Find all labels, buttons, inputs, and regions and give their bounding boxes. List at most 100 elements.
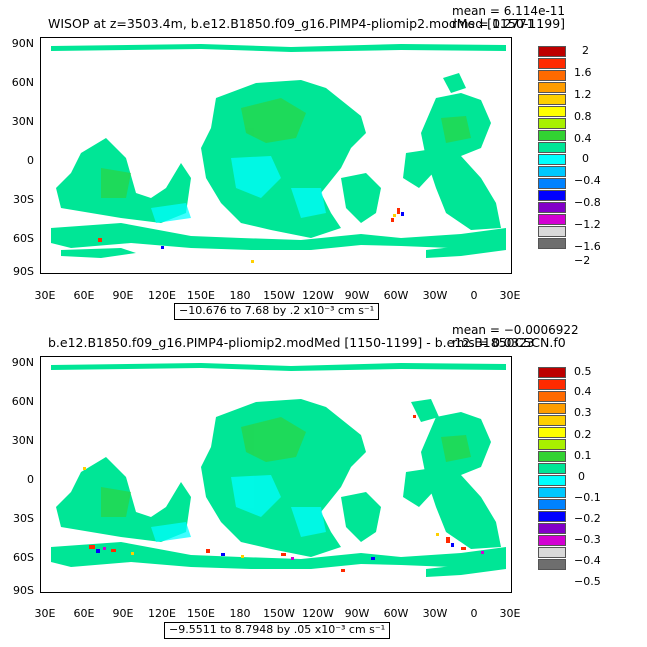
pacific-ocean-region bbox=[201, 399, 366, 557]
top-lon-label: 60W bbox=[383, 289, 409, 302]
bottom-lon-label: 30E bbox=[34, 607, 56, 620]
top-lon-label: 150E bbox=[187, 289, 215, 302]
colorbar-box bbox=[538, 439, 566, 450]
bottom-lat-60s: 60S bbox=[13, 551, 34, 564]
colorbar-box bbox=[538, 118, 566, 129]
antarctic-rim-west bbox=[61, 248, 136, 258]
colorbar-box bbox=[538, 238, 566, 249]
top-rms: rms = 0.2771 bbox=[452, 17, 535, 31]
top-lon-label: 30E bbox=[499, 289, 521, 302]
bottom-lon-label: 90E bbox=[112, 607, 134, 620]
colorbar-label: 0.4 bbox=[574, 385, 592, 398]
colorbar-box bbox=[538, 214, 566, 225]
antarctic-rim-east bbox=[426, 560, 506, 577]
colorbar-box bbox=[538, 511, 566, 522]
colorbar-box bbox=[538, 379, 566, 390]
colorbar-label: 0.4 bbox=[574, 132, 592, 145]
colorbar-box bbox=[538, 70, 566, 81]
arctic-ocean-region bbox=[51, 363, 506, 371]
bottom-title: b.e12.B1850.f09_g16.PIMP4-pliomip2.modMe… bbox=[48, 335, 566, 350]
top-lon-label: 150W bbox=[263, 289, 295, 302]
north-atlantic-region bbox=[411, 399, 439, 422]
colorbar-box bbox=[538, 391, 566, 402]
top-colorbar: 2 1.6 1.2 0.8 0.4 0 −0.4 −0.8 −1.2 −1.6 … bbox=[538, 45, 601, 266]
colorbar-label: 2 bbox=[582, 44, 589, 57]
colorbar-box bbox=[538, 46, 566, 57]
colorbar-label: 0 bbox=[582, 152, 589, 165]
colorbar-box bbox=[538, 499, 566, 510]
atlantic-ocean-region bbox=[421, 412, 501, 549]
colorbar-box bbox=[538, 547, 566, 558]
colorbar-box bbox=[538, 403, 566, 414]
top-lon-label: 0 bbox=[470, 289, 478, 302]
colorbar-label: 0.8 bbox=[574, 110, 592, 123]
colorbar-box bbox=[538, 94, 566, 105]
top-lon-label: 180 bbox=[229, 289, 251, 302]
bottom-lon-label: 60W bbox=[383, 607, 409, 620]
colorbar-label: 0.2 bbox=[574, 428, 592, 441]
southern-ocean-band bbox=[51, 542, 506, 569]
east-pacific-region bbox=[341, 173, 381, 223]
bottom-lat-60n: 60N bbox=[11, 395, 34, 408]
colorbar-label: 0 bbox=[578, 470, 585, 483]
colorbar-box bbox=[538, 178, 566, 189]
arctic-ocean-region bbox=[51, 44, 506, 52]
colorbar-box bbox=[538, 367, 566, 378]
colorbar-box bbox=[538, 154, 566, 165]
west-atlantic-region bbox=[403, 469, 433, 507]
bottom-contour-info: −9.5511 to 8.7948 by .05 x10⁻³ cm s⁻¹ bbox=[164, 622, 391, 639]
bottom-lat-30n: 30N bbox=[11, 434, 34, 447]
top-contour-info: −10.676 to 7.68 by .2 x10⁻³ cm s⁻¹ bbox=[174, 303, 380, 320]
bottom-lon-label: 180 bbox=[229, 607, 251, 620]
top-map-field bbox=[51, 44, 506, 263]
colorbar-box bbox=[538, 523, 566, 534]
top-lat-90s: 90S bbox=[13, 265, 34, 278]
top-lon-label: 30W bbox=[422, 289, 448, 302]
bottom-colorbar: 0.5 0.4 0.3 0.2 0.1 0 −0.1 −0.2 −0.3 −0.… bbox=[538, 366, 601, 587]
bottom-map-field bbox=[51, 363, 506, 577]
top-lon-label: 90W bbox=[344, 289, 370, 302]
colorbar-box bbox=[538, 106, 566, 117]
bottom-lon-label: 0 bbox=[470, 607, 478, 620]
bottom-lon-label: 60E bbox=[73, 607, 95, 620]
top-lat-60s: 60S bbox=[13, 232, 34, 245]
top-lon-label: 30E bbox=[34, 289, 56, 302]
top-lon-label: 90E bbox=[112, 289, 134, 302]
colorbar-box bbox=[538, 427, 566, 438]
colorbar-box bbox=[538, 463, 566, 474]
colorbar-box bbox=[538, 535, 566, 546]
top-lat-30s: 30S bbox=[13, 193, 34, 206]
colorbar-label: −1.6 bbox=[574, 240, 601, 253]
atlantic-ocean-region bbox=[421, 93, 501, 230]
bottom-lon-label: 90W bbox=[344, 607, 370, 620]
colorbar-box bbox=[538, 202, 566, 213]
colorbar-label: 0.5 bbox=[574, 365, 592, 378]
colorbar-label: −2 bbox=[574, 254, 591, 267]
colorbar-box bbox=[538, 142, 566, 153]
bottom-lon-label: 30W bbox=[422, 607, 448, 620]
colorbar-label: −0.8 bbox=[574, 196, 601, 209]
colorbar-label: −0.5 bbox=[574, 575, 601, 588]
bottom-lat-90n: 90N bbox=[11, 356, 34, 369]
colorbar-label: −0.4 bbox=[574, 174, 601, 187]
colorbar-label: 1.2 bbox=[574, 88, 592, 101]
bottom-map bbox=[40, 356, 512, 593]
top-title: WISOP at z=3503.4m, b.e12.B1850.f09_g16.… bbox=[48, 16, 566, 31]
colorbar-label: −0.3 bbox=[574, 533, 601, 546]
colorbar-box bbox=[538, 475, 566, 486]
colorbar-label: 0.3 bbox=[574, 406, 592, 419]
bottom-lat-90s: 90S bbox=[13, 584, 34, 597]
colorbar-box bbox=[538, 487, 566, 498]
antarctic-rim-east bbox=[426, 241, 506, 258]
top-lat-90n: 90N bbox=[11, 37, 34, 50]
bottom-rms: rms = 0.0323 bbox=[452, 336, 535, 350]
bottom-lon-label: 150E bbox=[187, 607, 215, 620]
colorbar-label: 0.1 bbox=[574, 449, 592, 462]
colorbar-label: −0.4 bbox=[574, 554, 601, 567]
top-map bbox=[40, 37, 512, 274]
colorbar-label: −0.2 bbox=[574, 512, 601, 525]
top-lat-60n: 60N bbox=[11, 76, 34, 89]
colorbar-box bbox=[538, 82, 566, 93]
bottom-mean: mean = −0.0006922 bbox=[452, 323, 579, 337]
bottom-lat-30s: 30S bbox=[13, 512, 34, 525]
